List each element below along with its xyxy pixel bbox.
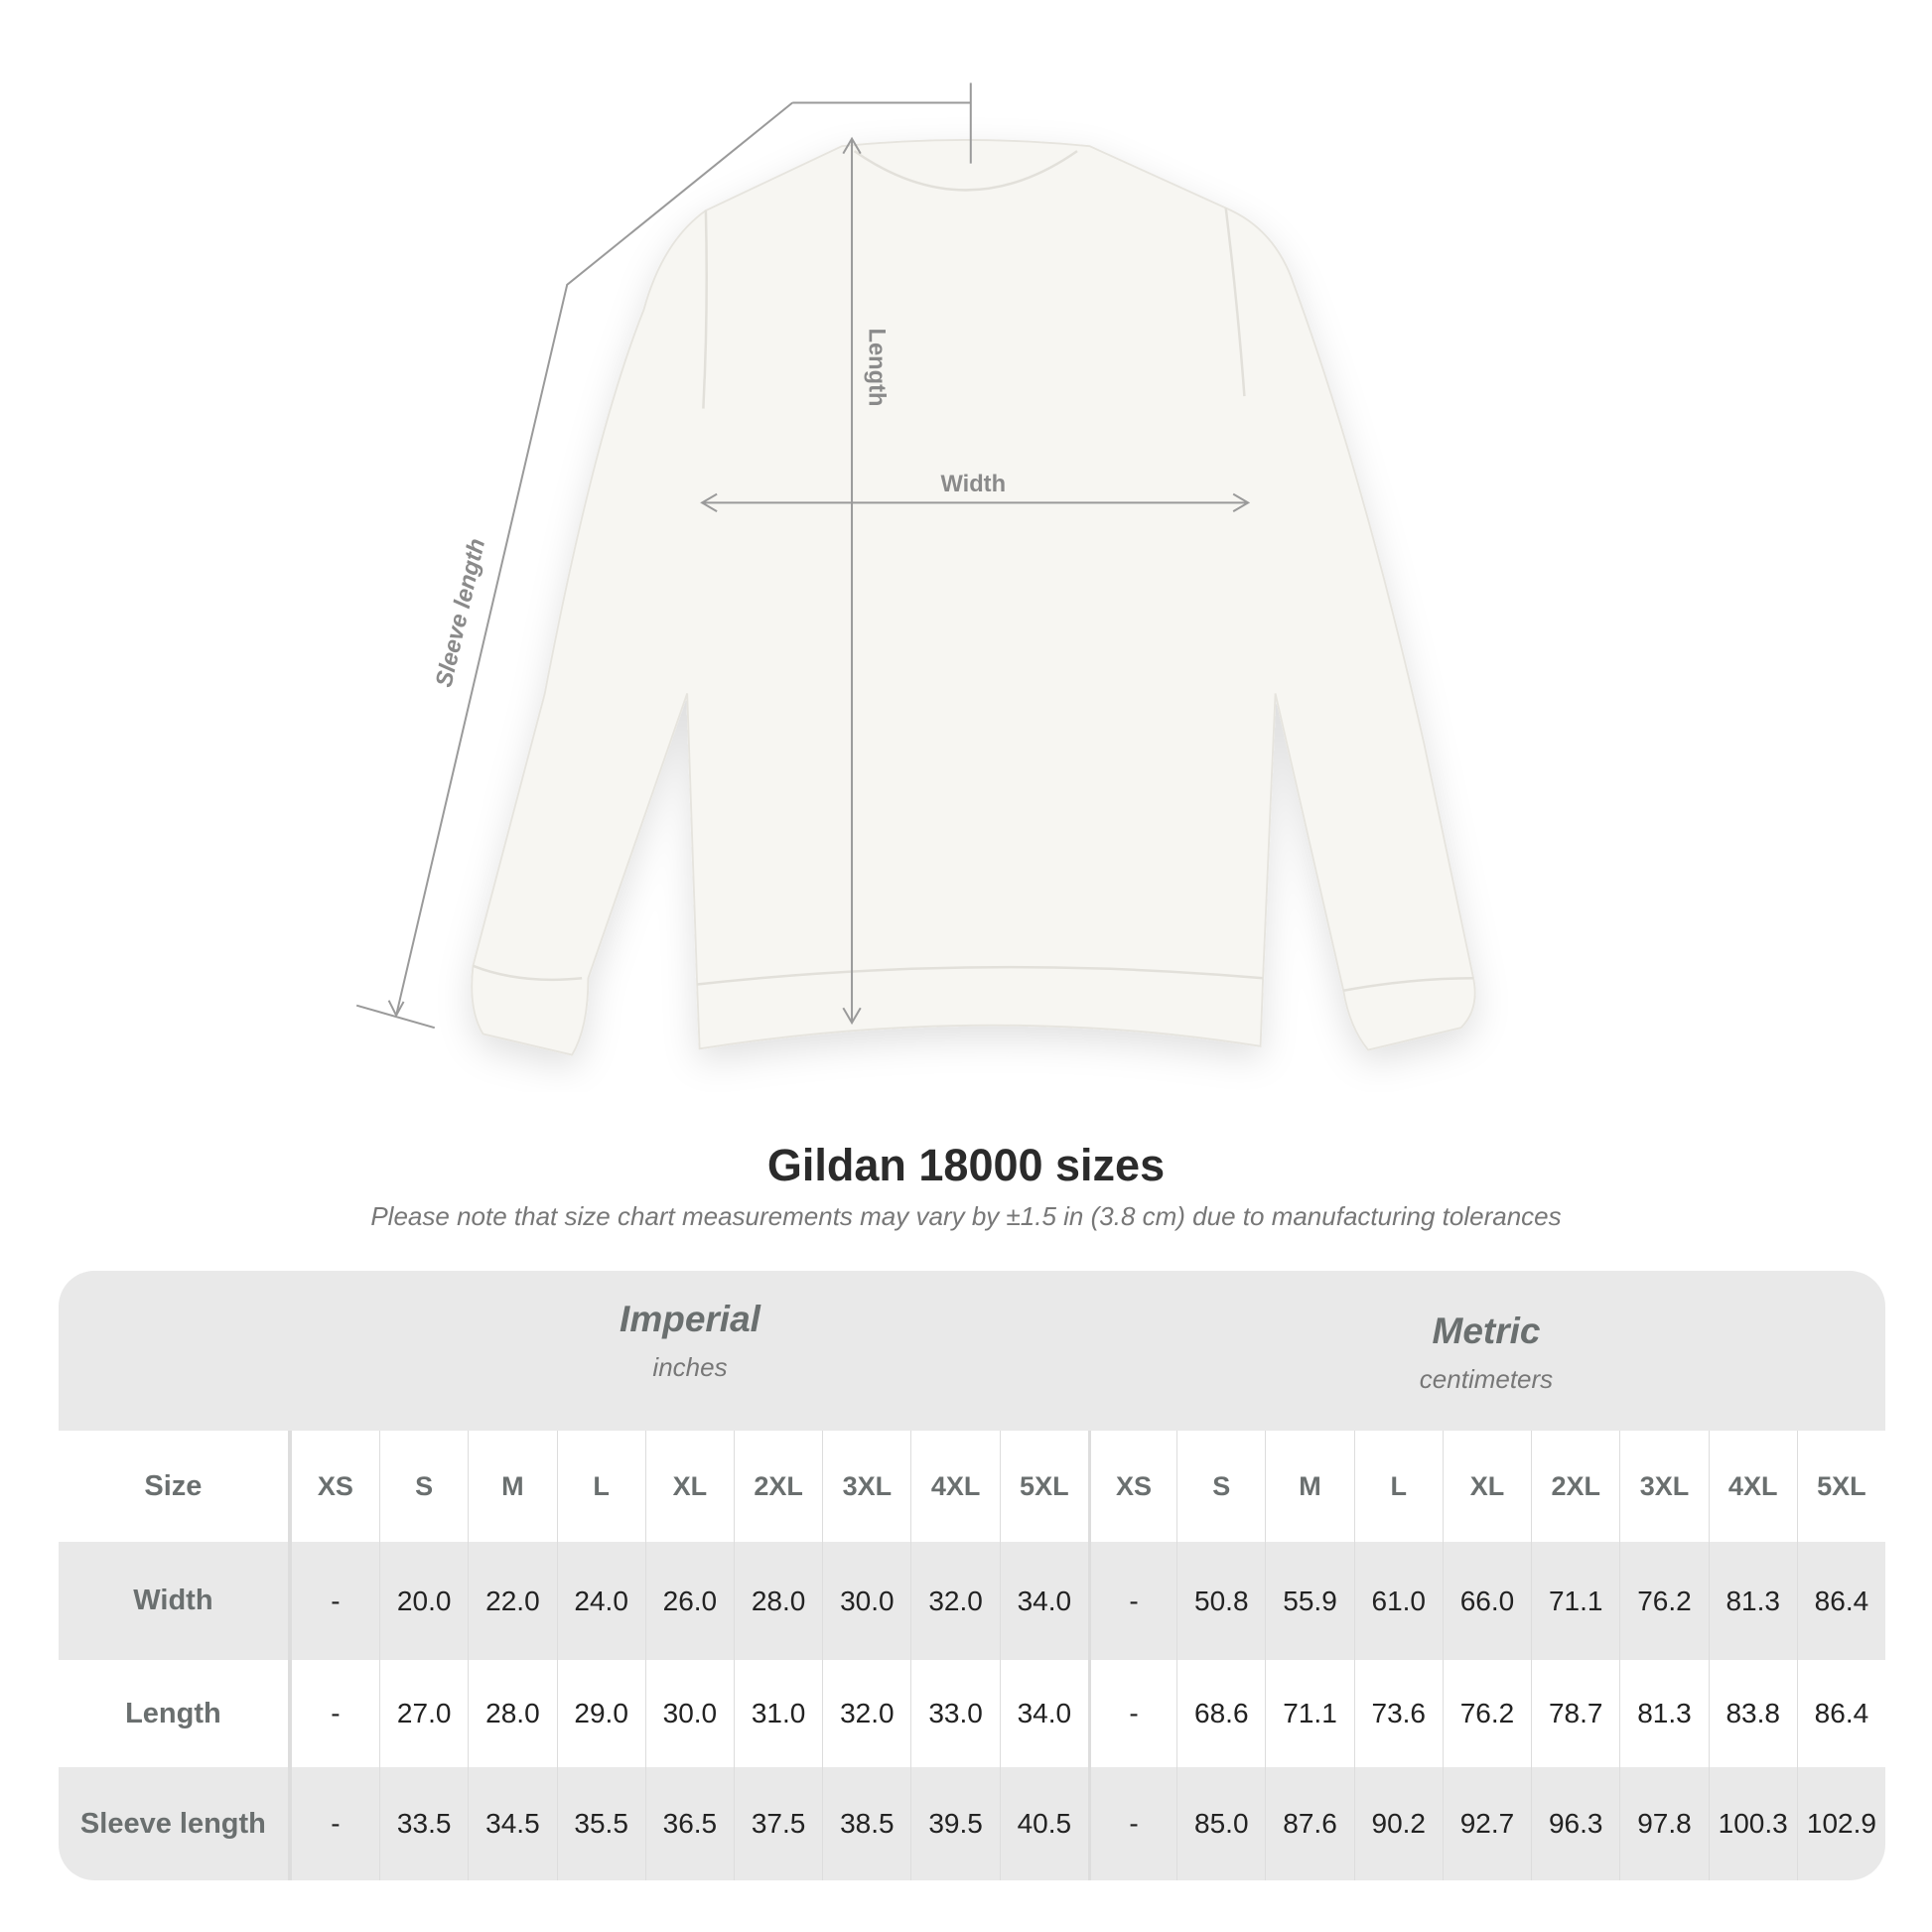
imperial-cell: 30.0	[644, 1660, 734, 1767]
size-header-cell: L	[556, 1431, 645, 1542]
sweatshirt-image	[471, 138, 1476, 1056]
imperial-cell: 29.0	[556, 1660, 645, 1767]
table-header-band	[59, 1271, 1885, 1431]
width-label: Width	[940, 472, 1006, 497]
row-label: Width	[59, 1542, 291, 1660]
size-header-cell: 3XL	[822, 1431, 910, 1542]
table-row: Sleeve length -33.5 34.5 35.5 36.5 37.5 38.5 39…	[59, 1767, 1885, 1880]
imperial-cell: 35.5	[556, 1767, 645, 1880]
size-header-row: Size XS S M L XL 2XL 3XL 4XL 5XL XS S M L XL 2XL 3XL 4XL 5…	[59, 1431, 1885, 1542]
metric-cell: 87.6	[1265, 1767, 1353, 1880]
measurement-lines	[355, 82, 1251, 1030]
metric-cell: 102.9	[1796, 1767, 1885, 1880]
metric-cell: 55.9	[1265, 1542, 1353, 1660]
row-label: Size	[59, 1431, 291, 1542]
metric-cell: 97.8	[1619, 1767, 1708, 1880]
imperial-cell: 28.0	[468, 1660, 556, 1767]
size-header-cell: 4XL	[910, 1431, 999, 1542]
metric-cell: 100.3	[1708, 1767, 1797, 1880]
metric-cell: 83.8	[1708, 1660, 1797, 1767]
size-header-cell: M	[468, 1431, 556, 1542]
imperial-cell: -	[290, 1542, 379, 1660]
size-header-cell: 5XL	[999, 1431, 1088, 1542]
table-row: Length -27.0 28.0 29.0 30.0 31.0 32.0 33.0 34.0-…	[59, 1660, 1885, 1767]
size-table: Imperial inches Metric centimeters Size X…	[59, 1271, 1885, 1880]
metric-cell: 71.1	[1531, 1542, 1619, 1660]
imperial-cell: 32.0	[822, 1660, 910, 1767]
imperial-cell: 31.0	[734, 1660, 822, 1767]
metric-cell: 78.7	[1531, 1660, 1619, 1767]
imperial-cell: -	[290, 1767, 379, 1880]
size-header-cell: 5XL	[1796, 1431, 1885, 1542]
imperial-cell: 22.0	[468, 1542, 556, 1660]
size-header-cell: XS	[1087, 1431, 1176, 1542]
imperial-unit: inches	[652, 1352, 728, 1382]
size-header-cell: 2XL	[734, 1431, 822, 1542]
size-header-cell: S	[1176, 1431, 1265, 1542]
size-header-cell: 4XL	[1708, 1431, 1797, 1542]
table-row: Width -20.0 22.0 24.0 26.0 28.0 30.0 32.0 34.0-5…	[59, 1542, 1885, 1660]
metric-cell: 76.2	[1442, 1660, 1531, 1767]
imperial-cell: 33.5	[379, 1767, 468, 1880]
metric-title: Metric	[1432, 1311, 1541, 1351]
sweatshirt-diagram: Length Width Sleeve length	[355, 82, 1476, 1056]
metric-cell: -	[1087, 1767, 1176, 1880]
metric-cell: 85.0	[1176, 1767, 1265, 1880]
imperial-cell: 30.0	[822, 1542, 910, 1660]
metric-cell: -	[1087, 1660, 1176, 1767]
row-label: Length	[59, 1660, 291, 1767]
imperial-cell: 39.5	[910, 1767, 999, 1880]
metric-cell: 68.6	[1176, 1660, 1265, 1767]
size-header-cell: M	[1265, 1431, 1353, 1542]
imperial-cell: 33.0	[910, 1660, 999, 1767]
size-header-cell: L	[1353, 1431, 1443, 1542]
size-header-cell: 2XL	[1531, 1431, 1619, 1542]
imperial-cell: 38.5	[822, 1767, 910, 1880]
metric-cell: -	[1087, 1542, 1176, 1660]
metric-cell: 92.7	[1442, 1767, 1531, 1880]
imperial-cell: 40.5	[999, 1767, 1088, 1880]
metric-cell: 66.0	[1442, 1542, 1531, 1660]
imperial-cell: 26.0	[644, 1542, 734, 1660]
sleeve-length-label: Sleeve length	[431, 536, 490, 690]
imperial-header: Imperial inches	[291, 1299, 1089, 1383]
imperial-cell: 28.0	[734, 1542, 822, 1660]
imperial-cell: 34.0	[999, 1542, 1088, 1660]
imperial-cell: 24.0	[556, 1542, 645, 1660]
metric-cell: 96.3	[1531, 1767, 1619, 1880]
imperial-cell: 34.5	[468, 1767, 556, 1880]
imperial-cell: 37.5	[734, 1767, 822, 1880]
length-label: Length	[864, 328, 890, 406]
size-header-cell: XL	[644, 1431, 734, 1542]
size-header-cell: 3XL	[1619, 1431, 1708, 1542]
page-title: Gildan 18000 sizes	[766, 1140, 1166, 1190]
imperial-cell: -	[290, 1660, 379, 1767]
metric-unit: centimeters	[1419, 1364, 1554, 1394]
metric-cell: 76.2	[1619, 1542, 1708, 1660]
tolerance-note: Please note that size chart measurements…	[370, 1201, 1562, 1231]
metric-cell: 73.6	[1353, 1660, 1443, 1767]
size-header-cell: XS	[290, 1431, 379, 1542]
metric-header: Metric centimeters	[1087, 1311, 1885, 1395]
imperial-cell: 34.0	[999, 1660, 1088, 1767]
metric-cell: 71.1	[1265, 1660, 1353, 1767]
metric-cell: 81.3	[1619, 1660, 1708, 1767]
imperial-title: Imperial	[620, 1299, 760, 1339]
size-header-cell: XL	[1442, 1431, 1531, 1542]
metric-cell: 86.4	[1796, 1542, 1885, 1660]
imperial-cell: 36.5	[644, 1767, 734, 1880]
imperial-cell: 32.0	[910, 1542, 999, 1660]
metric-cell: 50.8	[1176, 1542, 1265, 1660]
metric-cell: 86.4	[1796, 1660, 1885, 1767]
metric-cell: 61.0	[1353, 1542, 1443, 1660]
size-header-cell: S	[379, 1431, 468, 1542]
imperial-cell: 20.0	[379, 1542, 468, 1660]
row-label: Sleeve length	[59, 1767, 291, 1880]
imperial-cell: 27.0	[379, 1660, 468, 1767]
metric-cell: 81.3	[1708, 1542, 1797, 1660]
metric-cell: 90.2	[1353, 1767, 1443, 1880]
